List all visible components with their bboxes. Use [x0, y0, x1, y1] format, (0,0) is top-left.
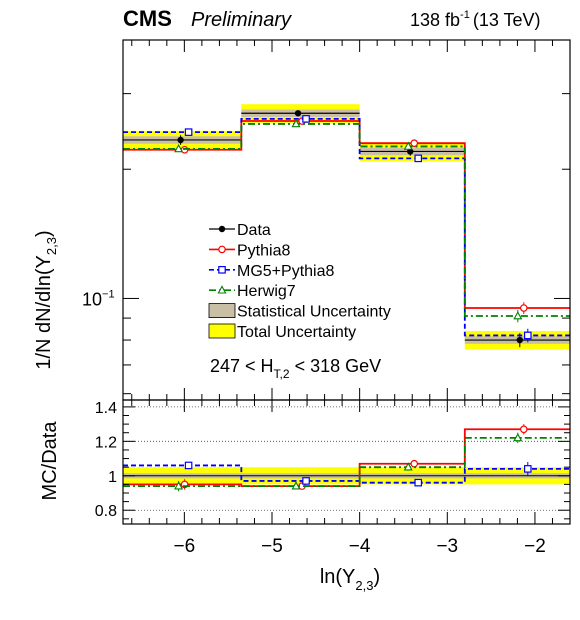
- main-point-pythia8-3: [519, 304, 528, 312]
- ratio-y-tick-label-1.2: 1.2: [95, 434, 117, 451]
- legend-label-pythia8: Pythia8: [237, 242, 290, 259]
- main-point-mg5-pythia8-0: [184, 128, 193, 136]
- main-point-mg5-pythia8-3: [523, 331, 532, 340]
- legend-label-mg5-pythia8: MG5+Pythia8: [237, 263, 334, 280]
- main-point-data-3: [516, 336, 523, 344]
- x-tick-label--3: −3: [436, 536, 458, 557]
- ratio-point-herwig7-1: [291, 481, 301, 490]
- legend-marker-data: [218, 225, 226, 233]
- ratio-line-pythia8: [123, 428, 570, 488]
- legend-marker-pythia8: [218, 245, 226, 254]
- y-tick-label-main: 10−1: [82, 288, 115, 309]
- status-label: Preliminary: [191, 9, 292, 31]
- ht-cut-annotation: 247 < HT,2 < 318 GeV: [210, 356, 381, 381]
- ratio-plot: −6 −5 −4 −3 −2 0.8 1 1.2 1.4: [95, 399, 571, 557]
- ratio-y-tick-label-1: 1: [108, 469, 117, 486]
- x-tick-label--4: −4: [349, 536, 371, 557]
- luminosity-label: 138 fb-1 (13 TeV): [410, 9, 541, 30]
- ratio-point-herwig7-3: [513, 432, 523, 442]
- main-point-pythia8-2: [410, 139, 419, 147]
- ratio-frame: [122, 399, 571, 525]
- x-tick-label--2: −2: [524, 536, 546, 557]
- xlabel: ln(Y2,3): [320, 566, 380, 593]
- experiment-label: CMS: [123, 6, 172, 31]
- ratio-point-pythia8-3: [519, 425, 528, 434]
- legend-swatch-statistical-uncertainty: [208, 303, 236, 319]
- ratio-y-tick-label-1.4: 1.4: [95, 400, 117, 417]
- main-point-herwig7-2: [403, 141, 413, 150]
- legend-marker-mg5-pythia8: [218, 266, 226, 274]
- ratio-point-herwig7-2: [403, 462, 413, 471]
- main-ylabel: 1/N dN/dln(Y2,3): [33, 230, 59, 369]
- ratio-y-tick-label-0.8: 0.8: [95, 503, 117, 520]
- main-plot: 10−1: [82, 39, 571, 401]
- ratio-line-herwig7: [123, 436, 570, 488]
- main-point-data-1: [294, 110, 302, 117]
- legend: Data Pythia8 MG5+Pythia8 Herwig7 Statistical…: [208, 222, 391, 341]
- legend-label-total-uncertainty: Total Uncertainty: [237, 324, 356, 341]
- legend-label-herwig7: Herwig7: [237, 283, 296, 300]
- ratio-point-pythia8-2: [410, 459, 419, 468]
- ratio-point-mg5-pythia8-1: [302, 477, 310, 485]
- ratio-point-mg5-pythia8-0: [184, 461, 193, 470]
- ratio-point-mg5-pythia8-2: [414, 478, 423, 487]
- legend-swatch-total-uncertainty: [208, 323, 236, 339]
- legend-label-statistical-uncertainty: Statistical Uncertainty: [237, 304, 391, 321]
- main-point-mg5-pythia8-1: [302, 115, 310, 123]
- legend-marker-herwig7: [217, 285, 227, 294]
- main-line-pythia8: [123, 120, 570, 309]
- main-line-herwig7: [123, 123, 570, 317]
- main-point-data-2: [407, 148, 414, 155]
- x-tick-label--6: −6: [174, 536, 196, 557]
- main-point-herwig7-0: [174, 143, 184, 153]
- main-point-data-0: [177, 136, 184, 144]
- main-point-herwig7-3: [513, 311, 523, 320]
- legend-label-data: Data: [237, 222, 271, 239]
- main-point-mg5-pythia8-2: [414, 154, 423, 163]
- ratio-point-mg5-pythia8-3: [523, 465, 532, 473]
- ratio-point-herwig7-0: [174, 481, 184, 490]
- ratio-ylabel: MC/Data: [39, 421, 61, 501]
- x-tick-label--5: −5: [261, 536, 283, 557]
- main-point-herwig7-1: [291, 118, 301, 128]
